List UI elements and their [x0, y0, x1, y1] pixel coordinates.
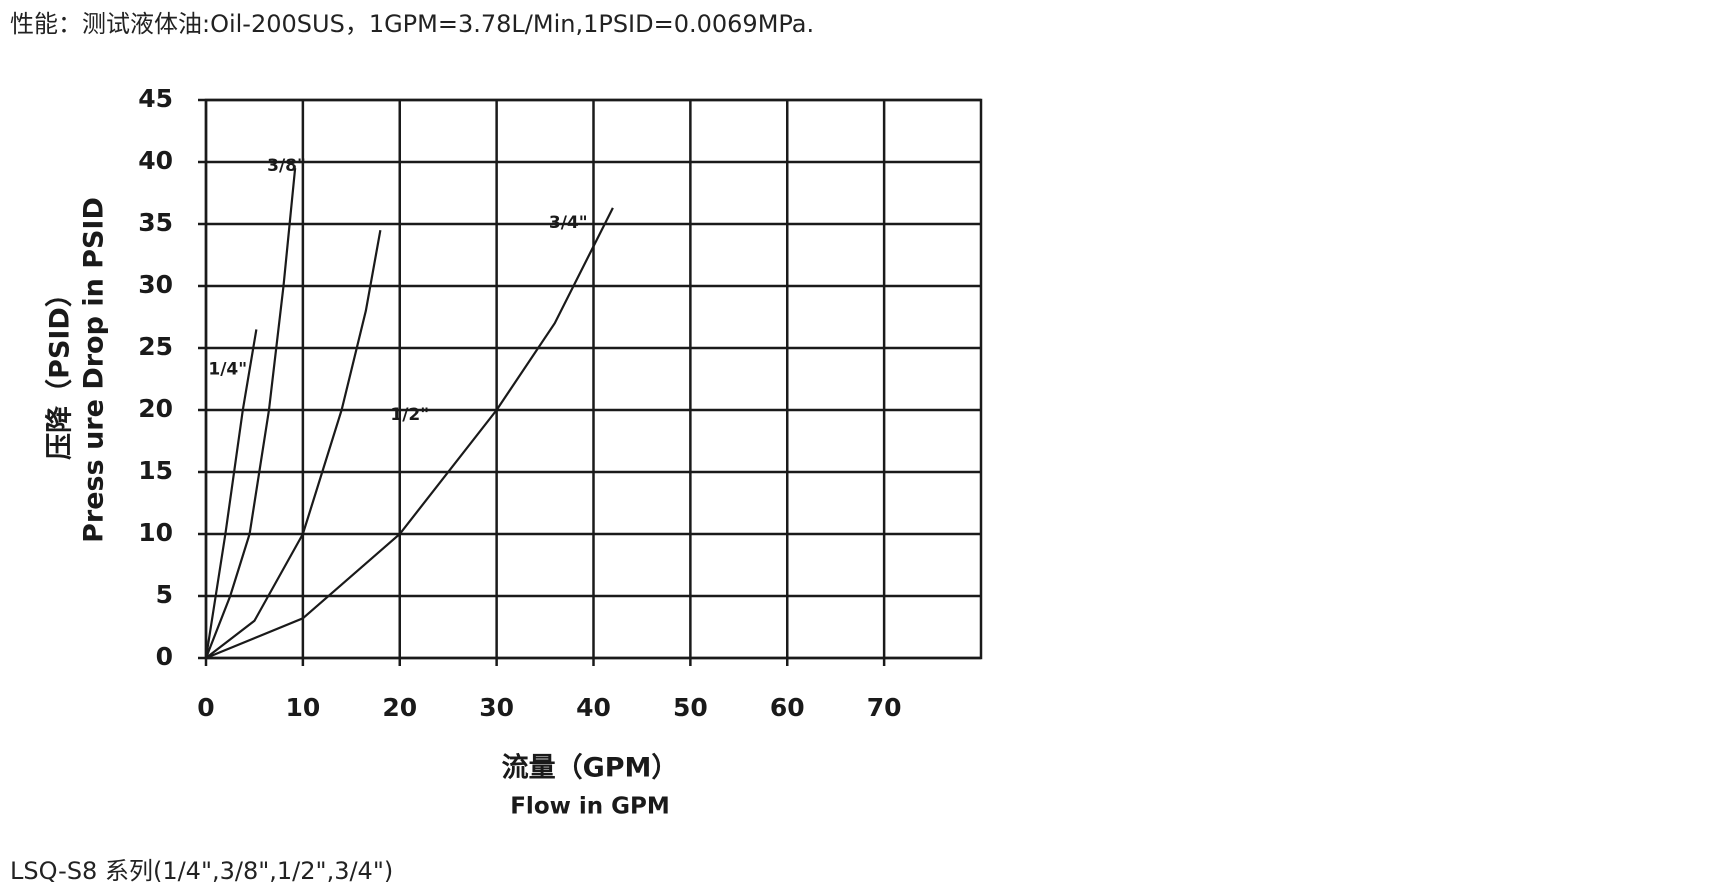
y-tick-label: 45 — [138, 84, 173, 113]
y-axis-subtitle: Press ure Drop in PSID — [79, 197, 110, 543]
y-tick-label: 30 — [138, 270, 173, 299]
curve-label: 1/4" — [208, 359, 247, 379]
curve-label: 1/2" — [390, 405, 429, 425]
x-tick-label: 70 — [867, 693, 902, 722]
footer-text: LSQ-S8 系列(1/4",3/8",1/2",3/4") — [10, 857, 393, 885]
y-tick-label: 15 — [138, 456, 173, 485]
x-tick-label: 0 — [197, 693, 214, 722]
y-tick-label: 35 — [138, 208, 173, 237]
x-tick-label: 30 — [479, 693, 514, 722]
y-tick-label: 20 — [138, 394, 173, 423]
x-axis-title: 流量（GPM） — [502, 753, 679, 784]
curve — [205, 207, 614, 660]
curve-label: 3/8" — [267, 156, 306, 176]
curve — [204, 168, 297, 659]
curve — [205, 230, 382, 659]
x-axis-subtitle: Flow in GPM — [510, 794, 670, 820]
y-tick-label: 10 — [138, 518, 173, 547]
y-tick-label: 25 — [138, 332, 173, 361]
y-tick-label: 5 — [156, 580, 173, 609]
x-tick-label: 60 — [770, 693, 805, 722]
x-tick-label: 10 — [285, 693, 320, 722]
curve — [204, 329, 258, 659]
x-tick-label: 20 — [382, 693, 417, 722]
curve-label: 3/4" — [549, 213, 588, 233]
header-text: 性能：测试液体油:Oil-200SUS，1GPM=3.78L/Min,1PSID… — [10, 10, 814, 38]
x-tick-label: 40 — [576, 693, 611, 722]
y-tick-label: 0 — [156, 642, 173, 671]
y-tick-label: 40 — [138, 146, 173, 175]
x-tick-label: 50 — [673, 693, 708, 722]
y-axis-title: 压降（PSID） — [45, 280, 76, 460]
